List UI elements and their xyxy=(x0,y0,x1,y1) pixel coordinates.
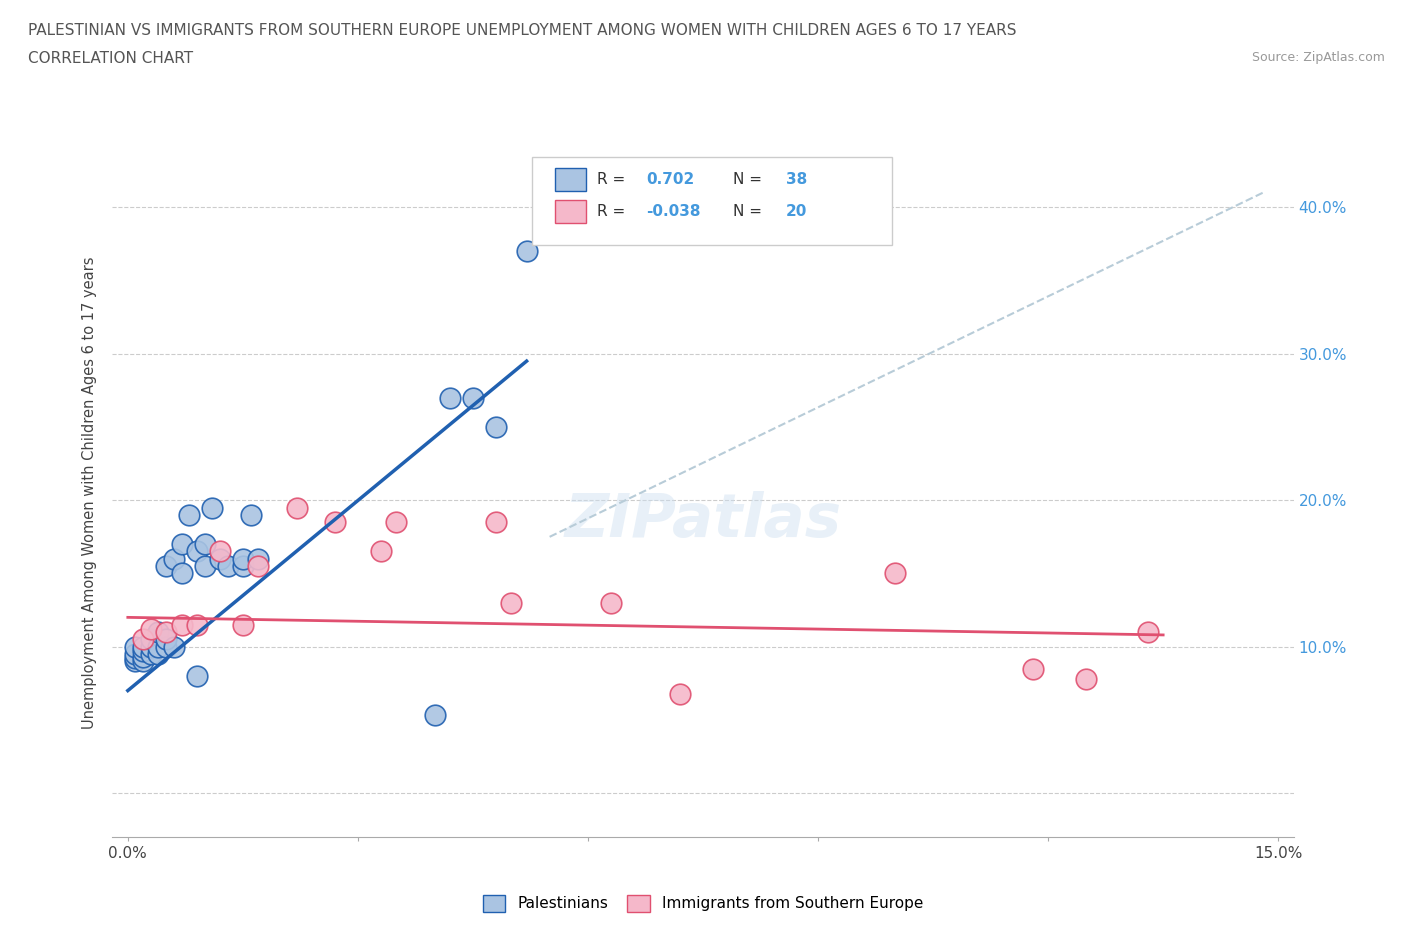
Point xyxy=(132,654,155,669)
Point xyxy=(155,625,177,640)
Point xyxy=(139,631,162,646)
Text: 20: 20 xyxy=(786,204,807,219)
Text: N =: N = xyxy=(733,172,766,187)
Point xyxy=(148,639,170,654)
Point xyxy=(1022,661,1045,676)
Point xyxy=(132,649,155,664)
Point xyxy=(155,559,177,574)
Text: 38: 38 xyxy=(786,172,807,187)
FancyBboxPatch shape xyxy=(555,168,586,192)
Point xyxy=(247,559,270,574)
Point xyxy=(163,639,186,654)
Point xyxy=(155,639,177,654)
Point xyxy=(193,559,215,574)
Text: -0.038: -0.038 xyxy=(647,204,700,219)
Text: R =: R = xyxy=(596,204,630,219)
Point xyxy=(669,686,692,701)
Point xyxy=(139,621,162,636)
Point xyxy=(139,639,162,654)
Point xyxy=(217,559,239,574)
Point xyxy=(186,544,208,559)
Point xyxy=(485,419,508,434)
Point xyxy=(516,244,538,259)
Point xyxy=(132,639,155,654)
Point xyxy=(132,644,155,658)
Point xyxy=(423,708,446,723)
Point xyxy=(239,508,262,523)
Text: PALESTINIAN VS IMMIGRANTS FROM SOUTHERN EUROPE UNEMPLOYMENT AMONG WOMEN WITH CHI: PALESTINIAN VS IMMIGRANTS FROM SOUTHERN … xyxy=(28,23,1017,38)
Point xyxy=(485,514,508,529)
Point xyxy=(385,514,408,529)
Point xyxy=(600,595,623,610)
Point xyxy=(461,391,484,405)
Point xyxy=(148,625,170,640)
Point xyxy=(501,595,523,610)
Point xyxy=(232,551,254,566)
Point xyxy=(170,566,193,581)
Point xyxy=(285,500,308,515)
Point xyxy=(170,618,193,632)
Point xyxy=(124,646,146,661)
Point xyxy=(370,544,392,559)
FancyBboxPatch shape xyxy=(555,200,586,223)
Point xyxy=(1136,625,1159,640)
Point xyxy=(883,566,905,581)
Point xyxy=(139,646,162,661)
Point xyxy=(163,551,186,566)
Point xyxy=(170,537,193,551)
FancyBboxPatch shape xyxy=(531,157,891,246)
Point xyxy=(208,544,231,559)
Text: Source: ZipAtlas.com: Source: ZipAtlas.com xyxy=(1251,51,1385,64)
Point xyxy=(1076,671,1098,686)
Text: 0.702: 0.702 xyxy=(647,172,695,187)
Point xyxy=(201,500,224,515)
Point xyxy=(155,631,177,646)
Text: ZIPatlas: ZIPatlas xyxy=(564,491,842,550)
Point xyxy=(186,618,208,632)
Point xyxy=(132,631,155,646)
Point xyxy=(247,551,270,566)
Point xyxy=(124,654,146,669)
Point xyxy=(186,669,208,684)
Text: N =: N = xyxy=(733,204,766,219)
Text: R =: R = xyxy=(596,172,630,187)
Point xyxy=(323,514,346,529)
Point xyxy=(208,551,231,566)
Point xyxy=(179,508,201,523)
Point xyxy=(124,639,146,654)
Point xyxy=(232,618,254,632)
Legend: Palestinians, Immigrants from Southern Europe: Palestinians, Immigrants from Southern E… xyxy=(477,889,929,918)
Point xyxy=(193,537,215,551)
Point xyxy=(439,391,461,405)
Text: CORRELATION CHART: CORRELATION CHART xyxy=(28,51,193,66)
Point xyxy=(124,651,146,666)
Point xyxy=(148,646,170,661)
Y-axis label: Unemployment Among Women with Children Ages 6 to 17 years: Unemployment Among Women with Children A… xyxy=(82,257,97,729)
Point xyxy=(232,559,254,574)
